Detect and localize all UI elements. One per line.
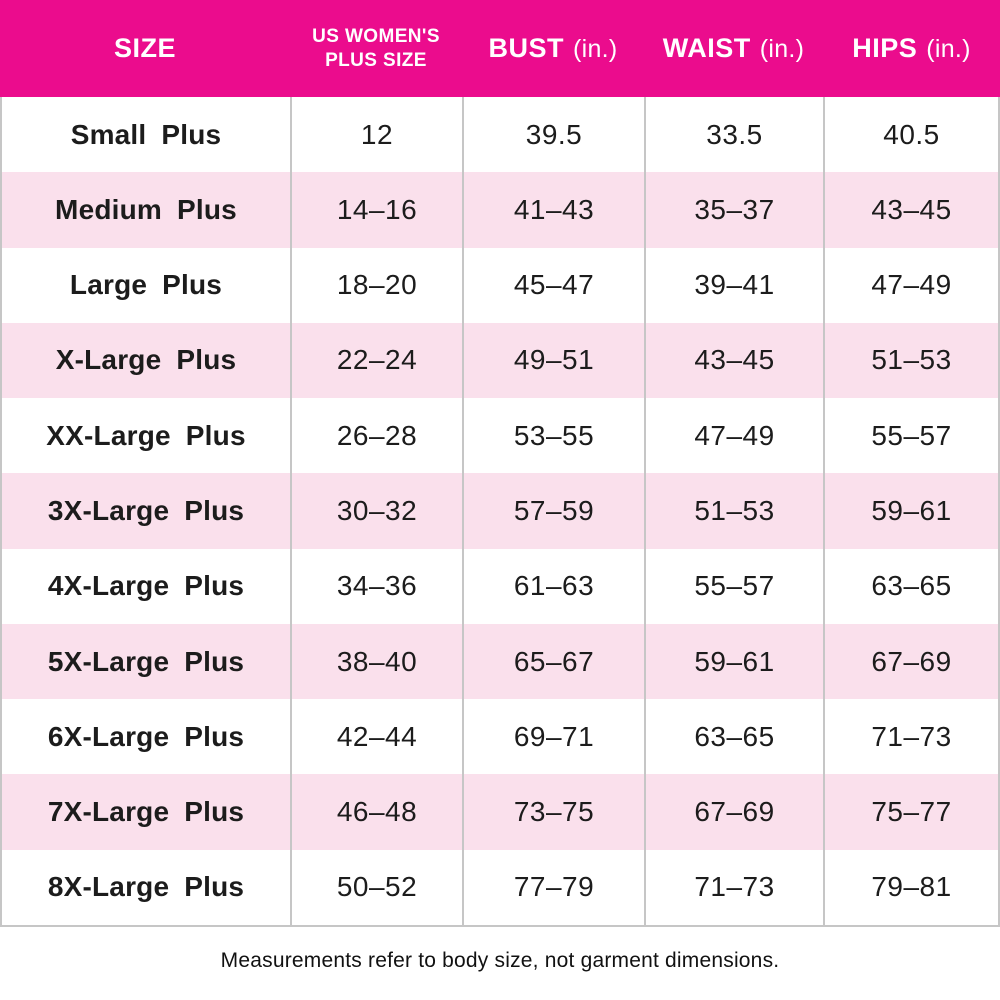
hips-cell: 67–69 [823, 623, 998, 700]
size-cell: Small Plus [70, 118, 222, 150]
column-header-size: SIZE [0, 0, 290, 97]
waist-header-unit: (in.) [759, 34, 805, 63]
hips-cell: 79–81 [823, 849, 998, 925]
hips-cell: 55–57 [823, 398, 998, 474]
hips-cell: 71–73 [823, 699, 998, 775]
waist-header-label: WAIST [662, 32, 751, 63]
waist-cell: 43–45 [644, 322, 823, 399]
column-header-hips: HIPS (in.) [823, 0, 1000, 97]
waist-cell: 33.5 [644, 97, 823, 173]
bust-header-unit: (in.) [572, 34, 618, 63]
plus-size-cell: 22–24 [290, 322, 462, 399]
bust-cell: 57–59 [462, 473, 644, 549]
size-cell: 7X-Large Plus [47, 796, 245, 828]
table-row: 3X-Large Plus 30–32 57–59 51–53 59–61 [2, 473, 998, 549]
bust-cell: 45–47 [462, 247, 644, 323]
plus-size-cell: 18–20 [290, 247, 462, 323]
waist-cell: 35–37 [644, 172, 823, 248]
bust-cell: 73–75 [462, 774, 644, 850]
plus-size-cell: 26–28 [290, 398, 462, 474]
table-row: 6X-Large Plus 42–44 69–71 63–65 71–73 [2, 699, 998, 775]
plus-size-cell: 12 [290, 97, 462, 173]
plus-size-chart: SIZE US WOMEN'S PLUS SIZE BUST (in.) WAI… [0, 0, 1000, 972]
waist-cell: 67–69 [644, 774, 823, 850]
hips-cell: 43–45 [823, 172, 998, 248]
plus-size-cell: 50–52 [290, 849, 462, 925]
size-cell: 8X-Large Plus [47, 871, 245, 903]
us-womens-header-line2: PLUS SIZE [325, 49, 427, 71]
bust-cell: 65–67 [462, 623, 644, 700]
plus-size-cell: 38–40 [290, 623, 462, 700]
waist-cell: 55–57 [644, 548, 823, 624]
bust-cell: 53–55 [462, 398, 644, 474]
bust-cell: 49–51 [462, 322, 644, 399]
column-header-bust: BUST (in.) [462, 0, 644, 97]
hips-cell: 47–49 [823, 247, 998, 323]
table-row: Large Plus 18–20 45–47 39–41 47–49 [2, 247, 998, 323]
us-womens-header-line1: US WOMEN'S [312, 25, 440, 47]
size-cell: X-Large Plus [55, 344, 237, 376]
plus-size-cell: 34–36 [290, 548, 462, 624]
size-cell: XX-Large Plus [46, 419, 246, 451]
size-cell: 6X-Large Plus [47, 720, 245, 752]
bust-header-label: BUST [488, 32, 564, 63]
bust-cell: 77–79 [462, 849, 644, 925]
column-header-waist: WAIST (in.) [644, 0, 823, 97]
table-row: X-Large Plus 22–24 49–51 43–45 51–53 [2, 322, 998, 399]
size-header-label: SIZE [113, 32, 176, 63]
table-row: 4X-Large Plus 34–36 61–63 55–57 63–65 [2, 548, 998, 624]
column-header-us-plus-size: US WOMEN'S PLUS SIZE [290, 0, 462, 97]
hips-header-unit: (in.) [926, 34, 971, 63]
table-row: 7X-Large Plus 46–48 73–75 67–69 75–77 [2, 774, 998, 850]
table-row: Small Plus 12 39.5 33.5 40.5 [2, 97, 998, 173]
waist-cell: 51–53 [644, 473, 823, 549]
waist-cell: 39–41 [644, 247, 823, 323]
size-cell: 3X-Large Plus [47, 494, 245, 526]
plus-size-cell: 46–48 [290, 774, 462, 850]
size-cell: 5X-Large Plus [47, 645, 245, 677]
bust-cell: 41–43 [462, 172, 644, 248]
table-body: Small Plus 12 39.5 33.5 40.5 Medium Plus 14–16… [0, 97, 1000, 927]
size-cell: Large Plus [69, 269, 223, 301]
waist-cell: 47–49 [644, 398, 823, 474]
footnote: Measurements refer to body size, not gar… [220, 949, 780, 972]
size-cell: 4X-Large Plus [47, 570, 245, 602]
table-row: Medium Plus 14–16 41–43 35–37 43–45 [2, 172, 998, 248]
plus-size-cell: 42–44 [290, 699, 462, 775]
plus-size-cell: 30–32 [290, 473, 462, 549]
table-row: 5X-Large Plus 38–40 65–67 59–61 67–69 [2, 623, 998, 700]
table-header: SIZE US WOMEN'S PLUS SIZE BUST (in.) WAI… [0, 0, 1000, 97]
bust-cell: 39.5 [462, 97, 644, 173]
hips-cell: 59–61 [823, 473, 998, 549]
hips-cell: 63–65 [823, 548, 998, 624]
hips-cell: 51–53 [823, 322, 998, 399]
plus-size-cell: 14–16 [290, 172, 462, 248]
bust-cell: 69–71 [462, 699, 644, 775]
bust-cell: 61–63 [462, 548, 644, 624]
waist-cell: 63–65 [644, 699, 823, 775]
table-row: 8X-Large Plus 50–52 77–79 71–73 79–81 [2, 849, 998, 925]
hips-cell: 75–77 [823, 774, 998, 850]
size-cell: Medium Plus [55, 193, 237, 225]
hips-cell: 40.5 [823, 97, 998, 173]
waist-cell: 59–61 [644, 623, 823, 700]
hips-header-label: HIPS [852, 32, 918, 63]
table-row: XX-Large Plus 26–28 53–55 47–49 55–57 [2, 398, 998, 474]
waist-cell: 71–73 [644, 849, 823, 925]
